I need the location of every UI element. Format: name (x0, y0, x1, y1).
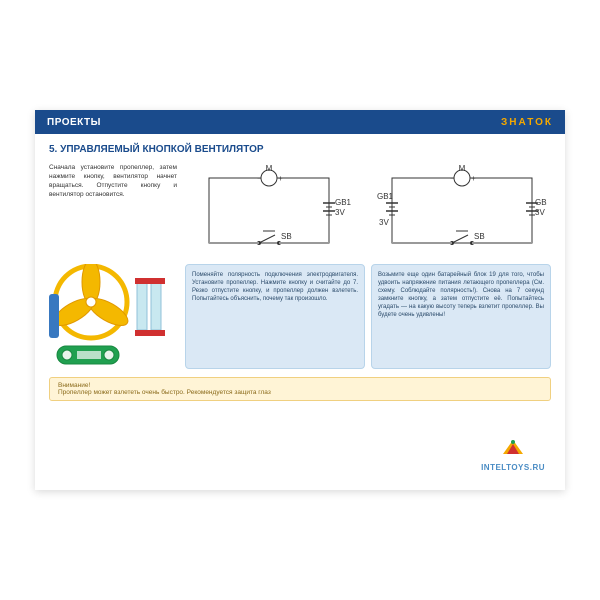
battery2-label: GB2 (535, 198, 547, 207)
svg-text:+: + (471, 174, 476, 183)
warning-text: Пропеллер может взлететь очень быстро. Р… (58, 389, 271, 396)
switch-label-2: SB (474, 232, 485, 241)
header-bar: ПРОЕКТЫ ЗНАТОК (35, 110, 565, 134)
description-column: Сначала установите пропеллер, затем нажм… (49, 163, 177, 258)
battery-label: GB1 (335, 198, 352, 207)
motor-label-2: M (459, 164, 466, 173)
warning-label: Внимание! (58, 382, 90, 389)
main-row: Сначала установите пропеллер, затем нажм… (49, 163, 551, 258)
voltage2-label: 3V (535, 208, 545, 217)
voltage1-label: 3V (379, 218, 389, 227)
circuits-area: M − + GB1 3V (185, 163, 551, 258)
callout-2: Возьмите еще один батарейный блок 19 для… (371, 264, 551, 369)
svg-text:−: − (450, 174, 455, 183)
motor-label: M (266, 164, 273, 173)
description-text: Сначала установите пропеллер, затем нажм… (49, 163, 177, 199)
watermark-icon (481, 438, 545, 463)
circuit-diagram-2: M − + GB1 3V (377, 163, 547, 258)
callout-1: Поменяйте полярность подключения электро… (185, 264, 365, 369)
svg-text:+: + (278, 174, 283, 183)
voltage-label: 3V (335, 208, 345, 217)
section-label: ПРОЕКТЫ (47, 117, 101, 128)
circuit-diagram-1: M − + GB1 3V (189, 163, 359, 258)
watermark-text: INTELTOYS.RU (481, 463, 545, 472)
callouts: Поменяйте полярность подключения электро… (185, 264, 551, 369)
mid-row: Поменяйте полярность подключения электро… (49, 264, 551, 369)
battery1-label: GB1 (377, 192, 394, 201)
warning-box: Внимание! Пропеллер может взлететь очень… (49, 377, 551, 401)
watermark: INTELTOYS.RU (481, 438, 545, 472)
project-title: 5. УПРАВЛЯЕМЫЙ КНОПКОЙ ВЕНТИЛЯТОР (49, 144, 551, 155)
switch-label: SB (281, 232, 292, 241)
svg-text:−: − (257, 174, 262, 183)
content: 5. УПРАВЛЯЕМЫЙ КНОПКОЙ ВЕНТИЛЯТОР Сначал… (35, 134, 565, 411)
manual-page: ПРОЕКТЫ ЗНАТОК 5. УПРАВЛЯЕМЫЙ КНОПКОЙ ВЕ… (35, 110, 565, 490)
brand-logo: ЗНАТОК (501, 117, 553, 128)
assembly-illustration (49, 264, 177, 369)
